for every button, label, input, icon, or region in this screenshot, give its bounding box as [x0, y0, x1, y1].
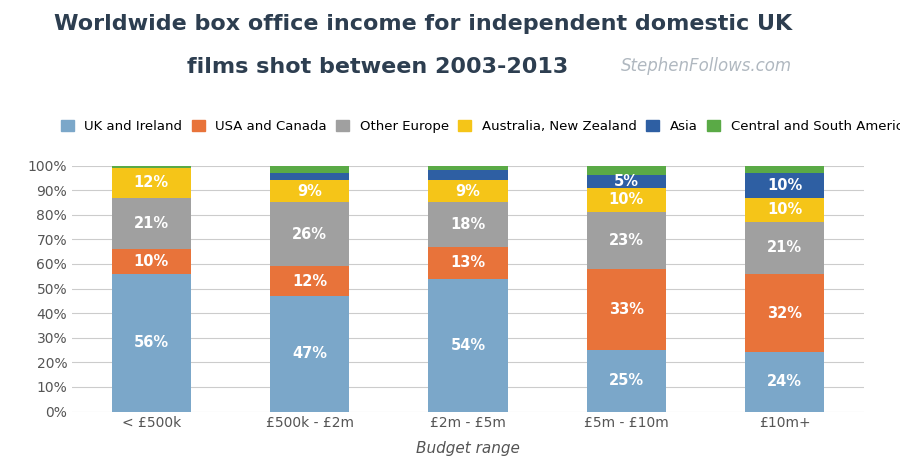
- Bar: [587, 188, 666, 212]
- Bar: [587, 166, 666, 175]
- Bar: [428, 279, 508, 412]
- Text: 32%: 32%: [768, 306, 802, 321]
- Text: 23%: 23%: [609, 233, 644, 248]
- Bar: [428, 166, 508, 170]
- Bar: [270, 173, 349, 180]
- Bar: [112, 198, 191, 249]
- Text: 21%: 21%: [133, 216, 169, 231]
- Bar: [270, 180, 349, 202]
- Text: 26%: 26%: [292, 227, 327, 242]
- Text: films shot between 2003-2013: films shot between 2003-2013: [187, 57, 569, 77]
- Text: 10%: 10%: [608, 193, 644, 208]
- Bar: [428, 180, 508, 202]
- Bar: [745, 274, 824, 352]
- Bar: [587, 212, 666, 269]
- Text: 47%: 47%: [292, 346, 327, 361]
- X-axis label: Budget range: Budget range: [416, 441, 520, 456]
- Bar: [745, 198, 824, 222]
- Bar: [112, 166, 191, 168]
- Legend: UK and Ireland, USA and Canada, Other Europe, Australia, New Zealand, Asia, Cent: UK and Ireland, USA and Canada, Other Eu…: [60, 120, 900, 133]
- Bar: [745, 173, 824, 198]
- Text: 12%: 12%: [292, 274, 328, 289]
- Bar: [587, 269, 666, 350]
- Text: 24%: 24%: [768, 375, 802, 389]
- Text: 56%: 56%: [133, 335, 169, 350]
- Text: 18%: 18%: [450, 217, 486, 232]
- Text: 33%: 33%: [609, 302, 644, 317]
- Bar: [587, 350, 666, 412]
- Bar: [270, 166, 349, 173]
- Text: 9%: 9%: [455, 184, 481, 199]
- Bar: [112, 168, 191, 198]
- Bar: [587, 175, 666, 188]
- Text: 54%: 54%: [450, 338, 486, 352]
- Bar: [112, 249, 191, 274]
- Bar: [745, 166, 824, 173]
- Text: Worldwide box office income for independent domestic UK: Worldwide box office income for independ…: [54, 14, 792, 34]
- Text: 10%: 10%: [767, 202, 803, 217]
- Bar: [745, 222, 824, 274]
- Text: 12%: 12%: [133, 175, 169, 190]
- Text: StephenFollows.com: StephenFollows.com: [621, 57, 792, 75]
- Text: 10%: 10%: [767, 178, 803, 193]
- Bar: [428, 170, 508, 180]
- Bar: [270, 296, 349, 412]
- Bar: [428, 202, 508, 247]
- Bar: [270, 266, 349, 296]
- Text: 13%: 13%: [450, 255, 486, 270]
- Text: 21%: 21%: [767, 240, 803, 255]
- Text: 9%: 9%: [297, 184, 322, 199]
- Bar: [270, 202, 349, 266]
- Text: 10%: 10%: [133, 254, 169, 269]
- Bar: [428, 247, 508, 279]
- Bar: [112, 274, 191, 412]
- Text: 5%: 5%: [614, 174, 639, 189]
- Text: 25%: 25%: [608, 373, 644, 388]
- Bar: [745, 352, 824, 412]
